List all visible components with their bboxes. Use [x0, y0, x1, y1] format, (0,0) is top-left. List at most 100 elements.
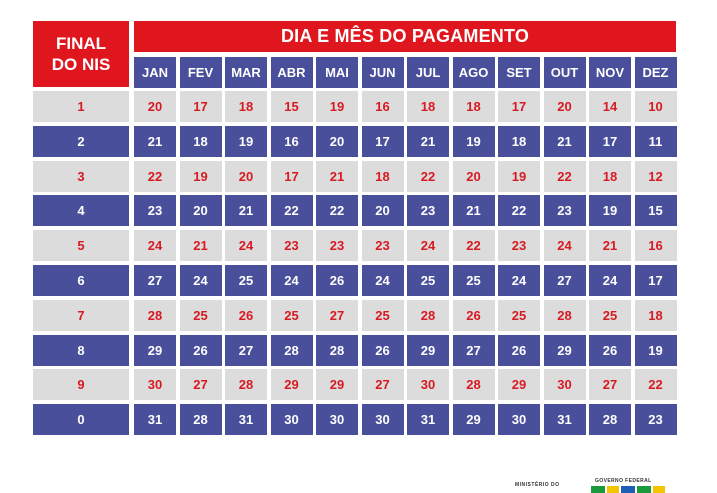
payment-day-cell: 27: [452, 334, 495, 366]
payment-day-cell: 27: [361, 369, 404, 401]
payment-day-cell: 25: [361, 299, 404, 331]
payment-day-cell: 25: [225, 265, 267, 296]
payment-day-cell: 29: [134, 334, 176, 366]
payment-day-cell: 16: [270, 125, 313, 157]
month-header: JAN: [134, 57, 176, 88]
payment-day-cell: 18: [634, 299, 677, 331]
payment-day-cell: 21: [134, 125, 176, 157]
brasil-logo-icon: [591, 486, 665, 493]
payment-day-cell: 16: [361, 91, 404, 122]
payment-day-cell: 22: [634, 369, 677, 401]
payment-day-cell: 28: [452, 369, 495, 401]
payment-day-cell: 24: [270, 265, 313, 296]
payment-day-cell: 28: [225, 369, 267, 401]
payment-date-title: DIA E MÊS DO PAGAMENTO: [280, 26, 530, 46]
payment-day-cell: 23: [361, 230, 404, 262]
payment-day-cell: 15: [634, 195, 677, 227]
payment-day-cell: 27: [316, 299, 358, 331]
payment-day-cell: 17: [361, 125, 404, 157]
payment-day-cell: 25: [179, 299, 222, 331]
month-header: DEZ: [634, 57, 677, 88]
final-nis-header-line2: DO NIS: [51, 55, 111, 74]
payment-day-cell: 21: [179, 230, 222, 262]
government-label: GOVERNO FEDERAL: [595, 478, 652, 484]
month-header: SET: [498, 57, 540, 88]
payment-day-cell: 29: [498, 369, 540, 401]
payment-day-cell: 10: [634, 91, 677, 122]
payment-day-cell: 23: [316, 230, 358, 262]
month-header: AGO: [452, 57, 495, 88]
payment-day-cell: 21: [407, 125, 449, 157]
payment-day-cell: 20: [543, 91, 586, 122]
payment-day-cell: 31: [134, 404, 176, 436]
final-nis-header: FINAL DO NIS: [33, 21, 129, 87]
payment-day-cell: 22: [134, 160, 176, 192]
month-header: NOV: [589, 57, 631, 88]
payment-day-cell: 30: [134, 369, 176, 401]
nis-final-cell: 3: [33, 160, 129, 192]
nis-final-cell: 0: [33, 404, 129, 436]
payment-day-cell: 19: [225, 125, 267, 157]
payment-day-cell: 27: [179, 369, 222, 401]
payment-day-cell: 20: [316, 125, 358, 157]
payment-day-cell: 21: [452, 195, 495, 227]
payment-day-cell: 29: [316, 369, 358, 401]
payment-day-cell: 23: [543, 195, 586, 227]
payment-day-cell: 25: [270, 299, 313, 331]
nis-final-cell: 9: [33, 369, 129, 401]
payment-day-cell: 30: [498, 404, 540, 436]
month-header: JUL: [407, 57, 449, 88]
payment-day-cell: 19: [498, 160, 540, 192]
payment-day-cell: 21: [316, 160, 358, 192]
payment-day-cell: 20: [225, 160, 267, 192]
payment-day-cell: 30: [270, 404, 313, 436]
payment-day-cell: 29: [270, 369, 313, 401]
payment-day-cell: 28: [179, 404, 222, 436]
payment-day-cell: 23: [498, 230, 540, 262]
payment-day-cell: 28: [589, 404, 631, 436]
payment-day-cell: 15: [270, 91, 313, 122]
month-header: ABR: [270, 57, 313, 88]
payment-day-cell: 26: [361, 334, 404, 366]
payment-day-cell: 20: [361, 195, 404, 227]
payment-day-cell: 21: [589, 230, 631, 262]
final-nis-header-line1: FINAL: [55, 34, 107, 53]
payment-day-cell: 21: [225, 195, 267, 227]
nis-final-cell: 1: [33, 91, 129, 122]
payment-day-cell: 22: [407, 160, 449, 192]
payment-day-cell: 30: [316, 404, 358, 436]
payment-day-cell: 20: [134, 91, 176, 122]
payment-day-cell: 27: [589, 369, 631, 401]
payment-day-cell: 18: [225, 91, 267, 122]
payment-day-cell: 23: [270, 230, 313, 262]
payment-day-cell: 31: [543, 404, 586, 436]
payment-day-cell: 14: [589, 91, 631, 122]
payment-day-cell: 31: [407, 404, 449, 436]
payment-day-cell: 26: [316, 265, 358, 296]
month-header: OUT: [543, 57, 586, 88]
payment-day-cell: 24: [225, 230, 267, 262]
payment-day-cell: 18: [407, 91, 449, 122]
payment-day-cell: 19: [179, 160, 222, 192]
payment-day-cell: 18: [179, 125, 222, 157]
payment-day-cell: 22: [270, 195, 313, 227]
payment-day-cell: 19: [634, 334, 677, 366]
payment-day-cell: 20: [179, 195, 222, 227]
payment-day-cell: 24: [134, 230, 176, 262]
month-header: MAR: [225, 57, 267, 88]
footer-logos: MINISTÉRIO DO GOVERNO FEDERAL: [515, 470, 685, 493]
payment-day-cell: 30: [543, 369, 586, 401]
payment-day-cell: 31: [225, 404, 267, 436]
nis-final-cell: 7: [33, 299, 129, 331]
payment-day-cell: 19: [452, 125, 495, 157]
payment-day-cell: 28: [407, 299, 449, 331]
month-header: FEV: [179, 57, 222, 88]
payment-day-cell: 19: [589, 195, 631, 227]
payment-day-cell: 17: [179, 91, 222, 122]
payment-day-cell: 23: [134, 195, 176, 227]
nis-final-cell: 6: [33, 265, 129, 296]
payment-day-cell: 22: [543, 160, 586, 192]
payment-day-cell: 23: [634, 404, 677, 436]
payment-day-cell: 24: [543, 230, 586, 262]
payment-day-cell: 28: [270, 334, 313, 366]
